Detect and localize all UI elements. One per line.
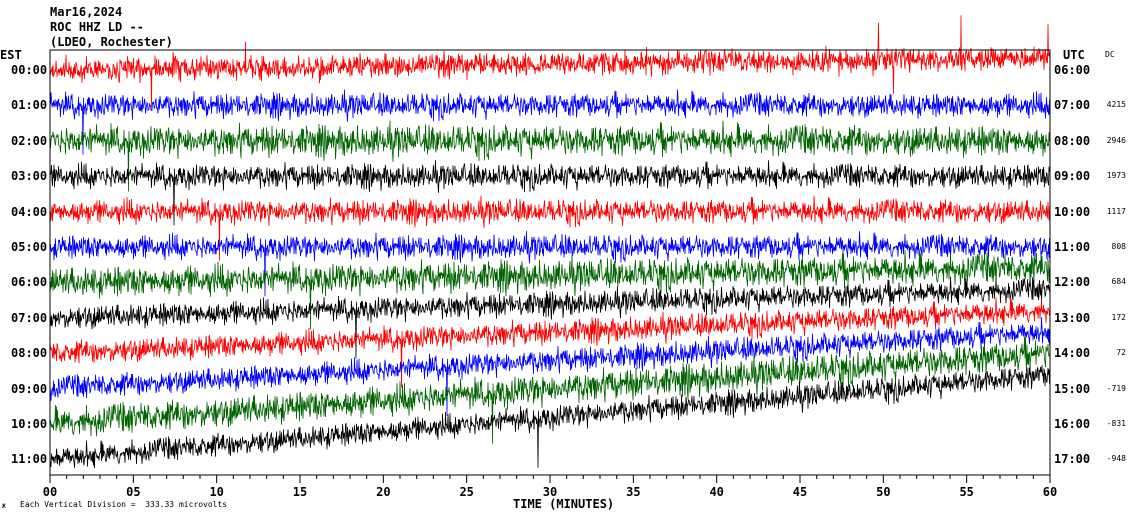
trace-row — [49, 15, 1051, 108]
trace-row — [49, 89, 1051, 155]
utc-hour-label: 10:00 — [1054, 204, 1091, 219]
dc-offset-label: 808 — [1111, 242, 1126, 251]
dc-column-label: DC — [1105, 50, 1115, 59]
x-tick-label: 05 — [126, 485, 140, 499]
x-tick-label: 60 — [1043, 485, 1057, 499]
station-code: ROC HHZ LD -- — [50, 20, 144, 34]
est-zone-label: EST — [0, 48, 22, 62]
est-hour-label: 00:00 — [11, 63, 48, 77]
x-tick-label: 10 — [209, 485, 223, 499]
x-tick-label: 50 — [876, 485, 890, 499]
scale-mark: Ж — [2, 503, 6, 510]
x-tick-label: 20 — [376, 485, 390, 499]
x-tick-label: 35 — [626, 485, 640, 499]
dc-offset-label: -831 — [1106, 419, 1126, 428]
dc-offset-label: 172 — [1111, 312, 1126, 322]
est-hour-label: 08:00 — [11, 346, 48, 361]
est-hour-label: 09:00 — [11, 381, 48, 396]
trace-row — [49, 250, 1051, 330]
trace-row — [49, 297, 1051, 388]
x-tick-label: 40 — [709, 485, 723, 499]
est-hour-label: 11:00 — [11, 452, 48, 467]
x-tick-label: 15 — [293, 485, 307, 499]
time-axis: 00 05 10 15 20 25 30 35 40 45 50 55 60 — [43, 475, 1057, 499]
utc-hour-label: 13:00 — [1054, 310, 1091, 325]
x-tick-label: 25 — [459, 485, 473, 499]
est-hour-label: 02:00 — [11, 133, 48, 148]
x-tick-label: 30 — [543, 485, 557, 499]
x-tick-label: 00 — [43, 485, 57, 499]
x-tick-label: 55 — [959, 485, 973, 499]
trace-row — [49, 231, 1051, 297]
x-axis-title: TIME (MINUTES) — [513, 497, 615, 511]
network-name: (LDEO, Rochester) — [50, 35, 173, 49]
x-tick-label: 45 — [793, 485, 807, 499]
est-hour-label: 03:00 — [11, 169, 48, 184]
est-hour-label: 07:00 — [11, 310, 48, 325]
utc-hour-label: 14:00 — [1054, 346, 1091, 361]
trace-row — [49, 365, 1051, 469]
seismic-traces — [49, 15, 1051, 469]
dc-offset-label: 4215 — [1106, 100, 1126, 110]
dc-offset-label: 1117 — [1106, 206, 1126, 216]
trace-row — [49, 160, 1051, 226]
utc-hour-label: 09:00 — [1054, 169, 1091, 184]
utc-hour-label: 15:00 — [1054, 381, 1091, 396]
scale-note: Each Vertical Division = 333.33 microvol… — [20, 500, 228, 509]
plot-date: Mar16,2024 — [50, 5, 123, 19]
est-hour-label: 06:00 — [11, 275, 48, 290]
trace-row — [49, 317, 1051, 416]
dc-offset-label: 684 — [1111, 277, 1126, 287]
utc-hour-label: 06:00 — [1054, 63, 1091, 77]
trace-row — [49, 195, 1051, 261]
dc-offset-label: 72 — [1116, 348, 1126, 358]
dc-offset-label: -719 — [1106, 383, 1126, 393]
utc-hour-label: 08:00 — [1054, 133, 1091, 148]
utc-hour-label: 17:00 — [1054, 452, 1091, 467]
trace-row — [49, 276, 1051, 359]
est-hour-label: 05:00 — [11, 240, 48, 254]
est-hour-label: 04:00 — [11, 204, 48, 219]
trace-row — [49, 337, 1051, 444]
dc-offset-label: 1973 — [1106, 171, 1126, 181]
utc-zone-label: UTC — [1063, 48, 1085, 62]
utc-hour-label: 07:00 — [1054, 98, 1091, 113]
dc-offset-label: -948 — [1106, 454, 1126, 464]
est-hour-label: 10:00 — [11, 417, 48, 431]
utc-hour-label: 12:00 — [1054, 275, 1091, 290]
trace-row — [49, 120, 1051, 192]
utc-hour-label: 16:00 — [1054, 417, 1091, 431]
dc-offset-label: 2946 — [1106, 135, 1126, 145]
est-hour-label: 01:00 — [11, 98, 48, 113]
utc-hour-label: 11:00 — [1054, 240, 1091, 254]
